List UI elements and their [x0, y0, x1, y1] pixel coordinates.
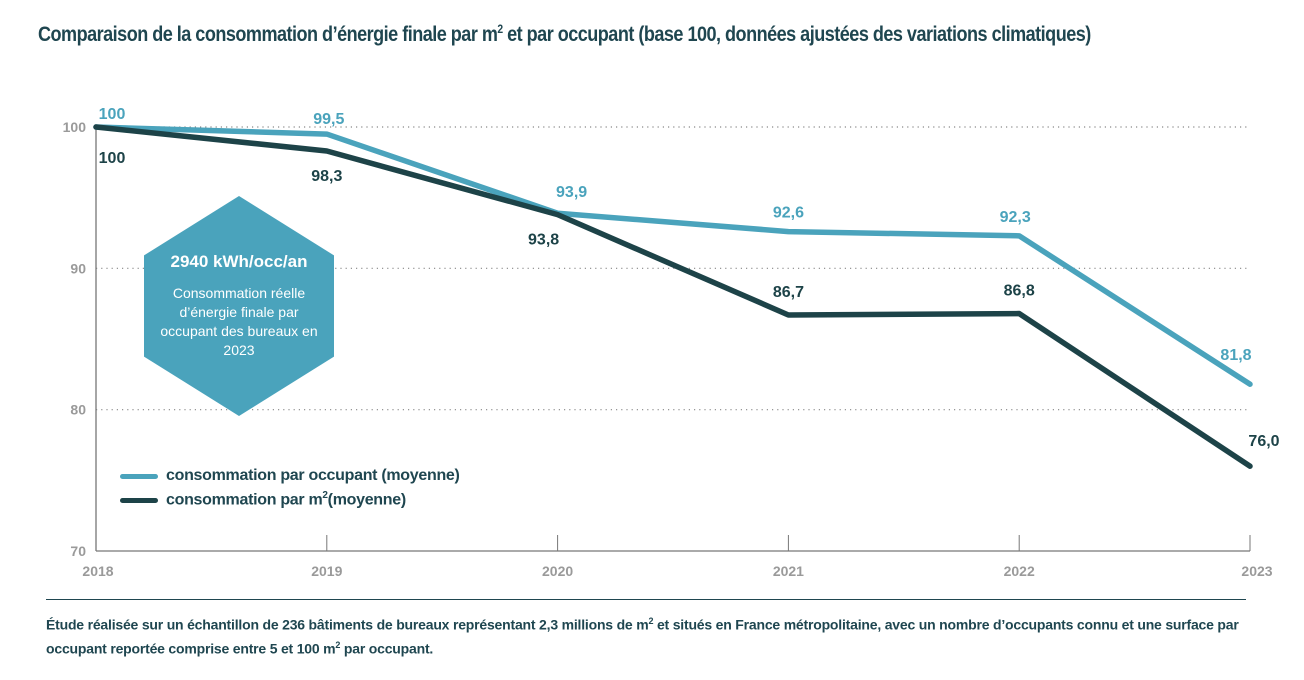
footnote: Étude réalisée sur un échantillon de 236… — [46, 611, 1276, 658]
data-label-m2: 100 — [99, 150, 126, 167]
legend-swatch-m2 — [120, 497, 158, 503]
data-label-occupant: 93,9 — [556, 184, 587, 201]
footnote-text-2: et situés en France métropolitaine, avec… — [46, 616, 1239, 657]
legend-item-m2: consommation par m2(moyenne) — [120, 488, 460, 512]
y-tick-label: 80 — [70, 402, 86, 418]
title-text: Comparaison de la consommation d’énergie… — [38, 23, 498, 46]
x-tick-label: 2020 — [542, 563, 573, 579]
data-label-occupant: 92,3 — [1000, 209, 1031, 226]
chart-title: Comparaison de la consommation d’énergie… — [38, 22, 1091, 47]
line-chart: 70 80 90 100 2018 2019 2020 2021 2022 2023 100 99… — [63, 106, 1280, 579]
footer-divider — [46, 599, 1246, 600]
data-label-occupant: 100 — [99, 106, 126, 123]
series-line-m2 — [93, 124, 1253, 469]
footnote-text-1: Étude réalisée sur un échantillon de 236… — [46, 616, 649, 633]
legend-label-m2-text-end: (moyenne) — [327, 491, 407, 509]
x-axis-ticks: 2018 2019 2020 2021 2022 2023 — [82, 535, 1273, 579]
series-line-occupant — [93, 124, 1253, 387]
data-label-m2: 98,3 — [311, 168, 342, 185]
highlight-value: 2940 kWh/occ/an — [170, 252, 308, 271]
data-label-m2: 86,7 — [773, 284, 804, 301]
x-tick-label: 2018 — [82, 563, 113, 579]
footnote-sup-2: 2 — [335, 639, 341, 650]
y-axis-ticks: 70 80 90 100 — [63, 119, 87, 559]
data-label-m2: 93,8 — [528, 232, 559, 249]
data-label-occupant: 99,5 — [313, 111, 344, 128]
title-superscript: 2 — [497, 22, 503, 36]
legend-label-m2-text: consommation par m — [166, 491, 323, 509]
y-tick-label: 90 — [70, 260, 86, 276]
footnote-text-3: par occupant. — [340, 640, 434, 657]
x-tick-label: 2022 — [1004, 563, 1035, 579]
y-tick-label: 70 — [70, 543, 86, 559]
legend-label-m2-sup: 2 — [322, 490, 328, 502]
highlight-description: Consommation réelle d’énergie finale par… — [160, 285, 318, 358]
y-tick-label: 100 — [63, 119, 87, 135]
series-lines — [93, 124, 1253, 469]
title-text-end: et par occupant (base 100, données ajust… — [502, 23, 1091, 46]
axes — [95, 127, 1250, 552]
highlight-text: 2940 kWh/occ/an Consommation réelle d’én… — [144, 252, 334, 360]
legend-label-occupant: consommation par occupant (moyenne) — [166, 467, 460, 484]
x-tick-label: 2021 — [773, 563, 804, 579]
x-tick-label: 2023 — [1241, 563, 1272, 579]
data-labels: 100 99,5 93,9 92,6 92,3 81,8 100 98,3 93,8 86,7 86… — [99, 106, 1280, 450]
data-label-m2: 76,0 — [1248, 433, 1279, 450]
legend-item-occupant: consommation par occupant (moyenne) — [120, 464, 460, 488]
data-label-occupant: 92,6 — [773, 205, 804, 222]
data-label-m2: 86,8 — [1004, 283, 1035, 300]
x-tick-label: 2019 — [311, 563, 342, 579]
legend-swatch-occupant — [120, 473, 158, 479]
legend-label-m2: consommation par m2(moyenne) — [166, 490, 406, 509]
data-label-occupant: 81,8 — [1220, 347, 1251, 364]
footnote-sup-1: 2 — [648, 616, 654, 626]
legend: consommation par occupant (moyenne) cons… — [120, 464, 460, 512]
